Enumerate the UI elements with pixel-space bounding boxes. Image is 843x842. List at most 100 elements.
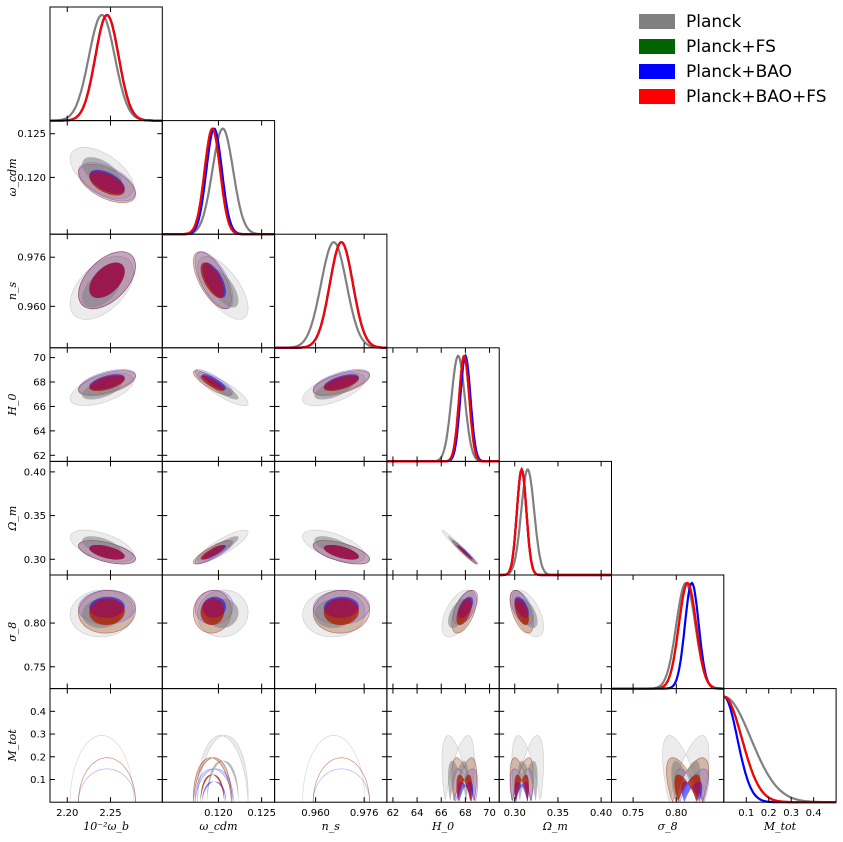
x-tick-label-Omega_m: 0.30 xyxy=(504,808,526,819)
contour-group xyxy=(69,146,136,204)
contour-group xyxy=(302,589,370,638)
panel-omega_b-omega_cdm: 0.120 0.125 xyxy=(17,120,163,235)
contour-68-planck-bao-fs xyxy=(89,774,125,803)
panel-Omega_m-sigma8 xyxy=(498,574,613,690)
contour-95-planck-bao xyxy=(78,768,136,803)
panel-Omega_m-Mtot: 0.30 0.35 0.40 xyxy=(498,688,612,819)
legend-swatch-planck-bao-fs xyxy=(639,89,675,104)
contour-68-planck-fs xyxy=(200,774,225,803)
panel-frame xyxy=(723,688,837,803)
panel-omega_cdm-Mtot: 0.120 0.125 xyxy=(161,688,276,819)
contour-group xyxy=(193,369,249,407)
x-tick-label-omega_cdm: 0.120 xyxy=(204,808,233,819)
x-tick-label-H0: 70 xyxy=(483,808,496,819)
contour-68-planck-bao-fs xyxy=(456,774,472,801)
marginal-Mtot-planck-bao xyxy=(723,695,837,804)
contour-68-planck-bao-fs xyxy=(89,598,125,625)
x-axis-label-H0: H_0 xyxy=(431,820,454,833)
x-tick-label-n_s: 0.960 xyxy=(301,808,330,819)
contour-group xyxy=(509,589,544,638)
contour-68-planck-fs xyxy=(89,774,125,803)
contour-68-planck-bao-fs xyxy=(200,545,225,560)
y-tick-label-sigma8: 0.80 xyxy=(24,619,46,630)
legend-label-planck-bao: Planck+BAO xyxy=(686,62,792,82)
panel-omega_b-sigma8: 0.75 0.80 xyxy=(24,574,163,690)
contour-group xyxy=(193,251,249,320)
contour-group xyxy=(69,369,136,407)
y-tick-label-sigma8: 0.75 xyxy=(24,662,46,673)
y-axis-label-H0: H_0 xyxy=(6,394,19,417)
y-tick-label-H0: 62 xyxy=(33,451,46,462)
panel-sigma8-Mtot: 0.75 0.80 xyxy=(611,688,725,819)
marginal-n_s-planck-bao-fs xyxy=(274,241,388,349)
x-axis-label-sigma8: σ_8 xyxy=(658,820,678,833)
panel-omega_b-n_s: 0.960 0.976 xyxy=(17,233,163,349)
contour-68-planck xyxy=(82,760,122,803)
x-axis-label-Omega_m: Ω_m xyxy=(542,820,568,833)
y-tick-label-Mtot: 0.3 xyxy=(30,730,46,741)
x-axis-label-omega_b: 10⁻²ω_b xyxy=(83,820,129,833)
y-tick-label-H0: 70 xyxy=(33,353,46,364)
x-tick-label-Omega_m: 0.35 xyxy=(547,808,569,819)
contour-68-planck-bao-fs xyxy=(89,262,125,298)
marginal-n_s-planck-fs xyxy=(274,241,388,349)
panel-H0-Mtot: 62 64 66 68 70 xyxy=(386,688,500,819)
legend-label-planck-bao-fs: Planck+BAO+FS xyxy=(686,87,827,107)
contour-68-planck xyxy=(314,760,354,803)
panel-frame xyxy=(386,460,500,576)
legend-label-planck: Planck xyxy=(686,12,742,32)
contour-68-planck-bao-fs xyxy=(89,171,125,196)
y-tick-label-Mtot: 0.1 xyxy=(30,775,46,786)
contour-68-planck xyxy=(517,760,538,801)
contour-68-planck-bao-fs xyxy=(89,545,125,560)
contour-68-planck-bao-fs xyxy=(200,262,225,298)
y-tick-label-Mtot: 0.4 xyxy=(30,707,46,718)
contour-group xyxy=(662,735,710,803)
contour-group xyxy=(441,589,479,638)
marginal-omega_cdm-planck-bao xyxy=(162,127,275,236)
contour-95-planck-fs xyxy=(78,757,136,803)
legend: Planck Planck+FS Planck+BAO Planck+BAO+FS xyxy=(639,12,827,107)
legend-swatch-planck xyxy=(639,14,675,29)
panel-frame xyxy=(274,347,388,462)
x-tick-label-H0: 62 xyxy=(387,808,400,819)
panel-omega_cdm-omega_cdm xyxy=(161,120,276,236)
y-tick-label-n_s: 0.976 xyxy=(17,253,46,264)
contour-68-planck-bao-fs xyxy=(456,545,472,560)
marginal-H0-planck-bao xyxy=(386,353,500,463)
marginal-n_s-planck-bao xyxy=(274,241,388,349)
panel-frame xyxy=(49,688,163,803)
y-tick-label-H0: 68 xyxy=(33,378,46,389)
x-tick-label-Mtot: 0.4 xyxy=(806,808,822,819)
legend-label-planck-fs: Planck+FS xyxy=(686,37,776,57)
panel-omega_cdm-H0 xyxy=(161,347,276,462)
y-tick-label-Omega_m: 0.35 xyxy=(24,511,46,522)
contour-68-planck-bao xyxy=(202,781,226,803)
contour-68-planck-bao xyxy=(323,781,359,803)
contour-68-planck xyxy=(448,760,469,801)
contour-group xyxy=(193,589,249,638)
x-tick-label-omega_b: 2.20 xyxy=(56,808,78,819)
x-tick-label-n_s: 0.976 xyxy=(350,808,379,819)
panel-omega_b-omega_b xyxy=(49,6,163,122)
contour-95-planck-fs xyxy=(312,757,370,803)
contour-group xyxy=(441,529,479,565)
marginal-sigma8-planck xyxy=(611,581,724,690)
contour-95-planck-bao-fs xyxy=(78,757,136,803)
x-axis-label-Mtot: M_tot xyxy=(763,820,797,833)
contour-95-planck-bao-fs xyxy=(312,757,370,803)
marginal-n_s-planck xyxy=(274,241,387,349)
x-tick-label-omega_cdm: 0.125 xyxy=(247,808,276,819)
contour-68-planck-bao-fs xyxy=(456,598,472,625)
panel-n_s-H0 xyxy=(274,347,388,462)
panel-H0-sigma8 xyxy=(386,574,500,690)
x-tick-label-H0: 64 xyxy=(411,808,424,819)
contour-group xyxy=(302,735,370,803)
contour-95-planck xyxy=(302,735,366,803)
y-tick-label-Omega_m: 0.30 xyxy=(24,555,46,566)
panel-H0-H0 xyxy=(386,347,500,463)
panel-omega_b-Mtot: 2.20 2.25 0.1 0.2 0.3 0.4 xyxy=(30,688,163,819)
panel-Mtot-Mtot: 0.1 0.2 0.3 0.4 xyxy=(723,688,837,819)
panel-frame xyxy=(274,688,388,803)
